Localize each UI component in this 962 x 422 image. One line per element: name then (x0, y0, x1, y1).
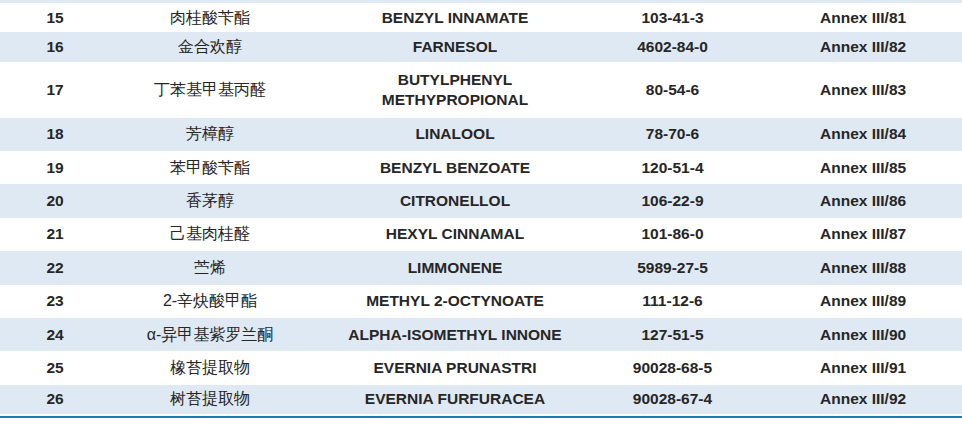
cell-cas-number: 103-41-3 (600, 8, 745, 28)
table-row: 25 橡苔提取物 EVERNIA PRUNASTRI 90028-68-5 An… (0, 351, 962, 384)
cell-inci-name: CITRONELLOL (310, 191, 600, 211)
cell-chinese-name: 苯甲酸苄酯 (110, 158, 310, 178)
cell-inci-name: BENZYL INNAMATE (310, 8, 600, 28)
cell-inci-name: FARNESOL (310, 37, 600, 57)
table-row: 16 金合欢醇 FARNESOL 4602-84-0 Annex III/82 (0, 32, 962, 62)
cell-chinese-name: 橡苔提取物 (110, 358, 310, 378)
cell-chinese-name: 己基肉桂醛 (110, 224, 310, 244)
cell-cas-number: 127-51-5 (600, 325, 745, 345)
cell-inci-name: EVERNIA FURFURACEA (310, 389, 600, 409)
cell-cas-number: 90028-67-4 (600, 389, 745, 409)
cell-chinese-name: 苎烯 (110, 258, 310, 278)
cell-inci-name: LIMMONENE (310, 258, 600, 278)
cell-inci-name: BUTYLPHENYL METHYPROPIONAL (310, 70, 600, 110)
table-row: 24 α-异甲基紫罗兰酮 ALPHA-ISOMETHYL INNONE 127-… (0, 318, 962, 351)
cell-annex-reference: Annex III/88 (745, 258, 962, 278)
cell-annex-reference: Annex III/82 (745, 37, 962, 57)
cell-inci-name: METHYL 2-OCTYNOATE (310, 291, 600, 311)
cell-cas-number: 90028-68-5 (600, 358, 745, 378)
table-row: 23 2-辛炔酸甲酯 METHYL 2-OCTYNOATE 111-12-6 A… (0, 285, 962, 318)
table-row: 18 芳樟醇 LINALOOL 78-70-6 Annex III/84 (0, 118, 962, 151)
cell-annex-reference: Annex III/91 (745, 358, 962, 378)
cell-chinese-name: 丁苯基甲基丙醛 (110, 80, 310, 100)
table-row: 20 香茅醇 CITRONELLOL 106-22-9 Annex III/86 (0, 184, 962, 217)
cell-chinese-name: 金合欢醇 (110, 37, 310, 57)
cell-chinese-name: 2-辛炔酸甲酯 (110, 291, 310, 311)
cell-chinese-name: 树苔提取物 (110, 389, 310, 409)
cell-cas-number: 101-86-0 (600, 224, 745, 244)
cell-cas-number: 120-51-4 (600, 158, 745, 178)
cell-chinese-name: 肉桂酸苄酯 (110, 8, 310, 28)
cell-annex-reference: Annex III/87 (745, 224, 962, 244)
cell-inci-name: EVERNIA PRUNASTRI (310, 358, 600, 378)
cell-serial-number: 26 (0, 389, 110, 409)
cell-serial-number: 21 (0, 224, 110, 244)
allergen-table: 15 肉桂酸苄酯 BENZYL INNAMATE 103-41-3 Annex … (0, 3, 962, 414)
cell-annex-reference: Annex III/84 (745, 124, 962, 144)
cell-cas-number: 111-12-6 (600, 291, 745, 311)
cell-cas-number: 106-22-9 (600, 191, 745, 211)
cell-serial-number: 23 (0, 291, 110, 311)
table-row: 26 树苔提取物 EVERNIA FURFURACEA 90028-67-4 A… (0, 385, 962, 415)
cell-cas-number: 5989-27-5 (600, 258, 745, 278)
table-row: 22 苎烯 LIMMONENE 5989-27-5 Annex III/88 (0, 251, 962, 284)
cell-chinese-name: α-异甲基紫罗兰酮 (110, 325, 310, 345)
cell-chinese-name: 香茅醇 (110, 191, 310, 211)
cell-inci-name: HEXYL CINNAMAL (310, 224, 600, 244)
cell-serial-number: 19 (0, 158, 110, 178)
cell-annex-reference: Annex III/90 (745, 325, 962, 345)
table-row: 15 肉桂酸苄酯 BENZYL INNAMATE 103-41-3 Annex … (0, 3, 962, 32)
cell-serial-number: 20 (0, 191, 110, 211)
cell-chinese-name: 芳樟醇 (110, 124, 310, 144)
table-row: 19 苯甲酸苄酯 BENZYL BENZOATE 120-51-4 Annex … (0, 151, 962, 184)
allergen-table-page: 15 肉桂酸苄酯 BENZYL INNAMATE 103-41-3 Annex … (0, 0, 962, 422)
cell-serial-number: 18 (0, 124, 110, 144)
cell-cas-number: 78-70-6 (600, 124, 745, 144)
cell-annex-reference: Annex III/89 (745, 291, 962, 311)
table-bottom-rule (0, 416, 962, 418)
cell-serial-number: 25 (0, 358, 110, 378)
cell-annex-reference: Annex III/81 (745, 8, 962, 28)
cell-inci-name: LINALOOL (310, 124, 600, 144)
cell-cas-number: 4602-84-0 (600, 37, 745, 57)
cell-serial-number: 17 (0, 80, 110, 100)
cell-inci-name: BENZYL BENZOATE (310, 158, 600, 178)
cell-cas-number: 80-54-6 (600, 80, 745, 100)
cell-annex-reference: Annex III/92 (745, 389, 962, 409)
cell-annex-reference: Annex III/85 (745, 158, 962, 178)
cell-annex-reference: Annex III/83 (745, 80, 962, 100)
cell-serial-number: 24 (0, 325, 110, 345)
table-row: 21 己基肉桂醛 HEXYL CINNAMAL 101-86-0 Annex I… (0, 218, 962, 251)
cell-serial-number: 22 (0, 258, 110, 278)
cell-inci-name: ALPHA-ISOMETHYL INNONE (310, 325, 600, 345)
cell-serial-number: 16 (0, 37, 110, 57)
table-row: 17 丁苯基甲基丙醛 BUTYLPHENYL METHYPROPIONAL 80… (0, 62, 962, 118)
cell-annex-reference: Annex III/86 (745, 191, 962, 211)
cell-serial-number: 15 (0, 8, 110, 28)
